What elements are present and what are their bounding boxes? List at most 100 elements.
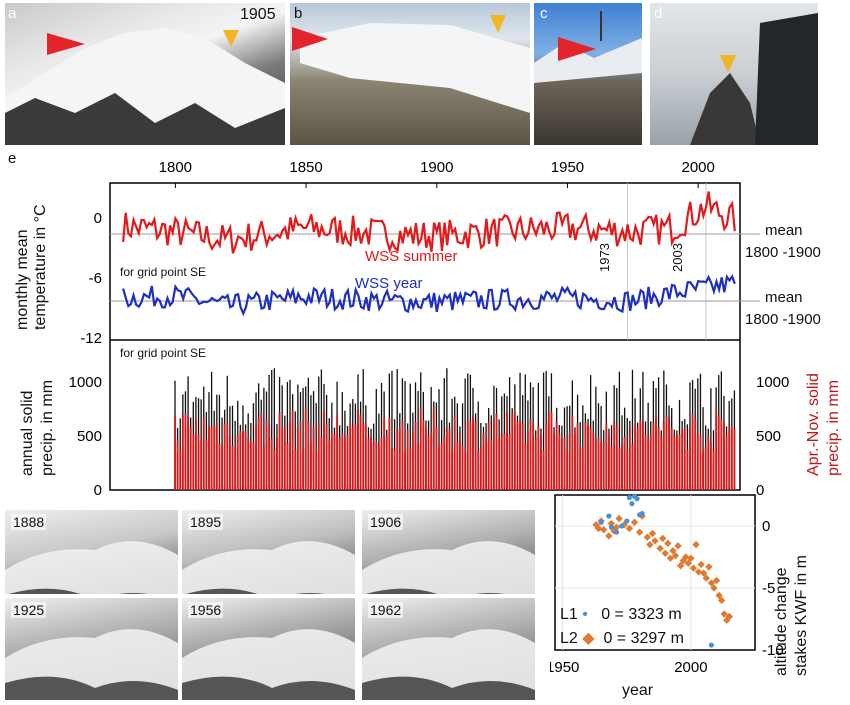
glacier-photo-year: 1895 xyxy=(188,514,224,530)
year-series-label: WSS year xyxy=(355,275,423,292)
bar-aprnov-1961 xyxy=(594,438,597,490)
precip-right-ytick-500: 500 xyxy=(756,428,781,445)
bar-aprnov-1871 xyxy=(359,415,362,490)
bar-aprnov-1963 xyxy=(600,442,603,490)
bar-aprnov-1875 xyxy=(370,435,373,490)
marker-1973-label: 1973 xyxy=(597,243,612,272)
bar-aprnov-2012 xyxy=(728,428,731,490)
glacier-photo-1956: 1956 xyxy=(182,598,355,700)
photo-b xyxy=(290,3,530,145)
bar-aprnov-1837 xyxy=(270,438,273,490)
summer-series-label: WSS summer xyxy=(365,248,458,265)
bar-aprnov-1991 xyxy=(673,436,676,490)
bar-aprnov-1968 xyxy=(613,421,616,490)
bar-aprnov-1956 xyxy=(581,449,584,490)
bar-aprnov-1969 xyxy=(615,426,618,490)
bar-total-1879 xyxy=(380,382,383,490)
bar-aprnov-1994 xyxy=(681,429,684,490)
bar-aprnov-1882 xyxy=(388,417,391,490)
bar-aprnov-1962 xyxy=(597,437,600,490)
bar-aprnov-1802 xyxy=(179,450,182,490)
panel-label-d: d xyxy=(654,5,663,22)
bar-total-1877 xyxy=(375,388,377,490)
bar-aprnov-1985 xyxy=(657,427,660,490)
L2-point-15 xyxy=(646,540,654,549)
mean-label-year: mean 1800 -1900 xyxy=(745,289,821,328)
bar-aprnov-1935 xyxy=(526,432,529,490)
top-axis-tick-2000: 2000 xyxy=(681,159,714,176)
bar-aprnov-1960 xyxy=(592,432,595,490)
L2-point-12 xyxy=(635,528,644,536)
bar-total-1843 xyxy=(286,381,289,490)
bar-aprnov-1981 xyxy=(647,439,650,490)
bar-aprnov-2013 xyxy=(730,425,733,490)
L1-point-0 xyxy=(598,519,604,525)
glacier-photo-1962: 1962 xyxy=(362,598,535,700)
bar-aprnov-2002 xyxy=(702,449,705,490)
bar-aprnov-1983 xyxy=(652,423,655,490)
panel-label-a: a xyxy=(8,5,17,22)
bar-aprnov-1801 xyxy=(176,441,179,490)
bar-aprnov-1895 xyxy=(422,419,425,490)
scatter-legend: L1 • 0 = 3323 m L2 ◆ 0 = 3297 m xyxy=(560,603,684,651)
top-axis-tick-1800: 1800 xyxy=(159,159,192,176)
bar-aprnov-1948 xyxy=(560,438,563,490)
photo-a xyxy=(5,3,285,145)
glacier-photo-year: 1956 xyxy=(188,602,224,618)
bar-aprnov-1825 xyxy=(239,431,242,490)
bar-aprnov-1904 xyxy=(445,427,448,490)
bar-aprnov-1826 xyxy=(242,431,244,490)
bar-aprnov-1925 xyxy=(500,433,503,490)
bar-aprnov-1852 xyxy=(309,441,312,490)
bar-aprnov-1911 xyxy=(464,450,467,490)
bar-aprnov-1995 xyxy=(683,428,686,490)
bar-aprnov-1868 xyxy=(351,427,354,490)
temp-ylabel: monthly mean temperature in °C xyxy=(14,204,49,330)
bar-aprnov-1815 xyxy=(213,425,216,490)
L2-point-45 xyxy=(725,612,734,621)
bar-aprnov-1892 xyxy=(414,421,417,490)
L2-point-42 xyxy=(717,596,726,605)
bar-aprnov-1866 xyxy=(346,435,349,490)
bar-total-1817 xyxy=(218,394,221,490)
bar-aprnov-1864 xyxy=(341,432,344,490)
bar-aprnov-1989 xyxy=(668,417,671,490)
bar-aprnov-1885 xyxy=(396,430,399,490)
scatter-xtick-1950: 1950 xyxy=(550,659,579,676)
precip-right-ytick-1000: 1000 xyxy=(756,374,789,391)
bar-aprnov-1816 xyxy=(215,423,218,490)
bar-aprnov-2014 xyxy=(733,429,736,490)
bar-total-1837 xyxy=(271,370,273,490)
bar-total-1893 xyxy=(417,391,419,490)
bar-aprnov-1870 xyxy=(357,410,359,490)
bar-aprnov-1916 xyxy=(477,451,480,490)
bar-aprnov-1957 xyxy=(584,422,587,490)
bar-aprnov-1937 xyxy=(532,424,535,490)
glacier-photo-1925: 1925 xyxy=(5,598,178,700)
chart-frame xyxy=(109,182,741,491)
bar-aprnov-1861 xyxy=(333,434,336,490)
bar-aprnov-1886 xyxy=(398,428,401,490)
bar-aprnov-1821 xyxy=(228,436,231,490)
bar-aprnov-1809 xyxy=(197,434,200,490)
bar-aprnov-1914 xyxy=(472,414,474,490)
scatter-frame xyxy=(554,494,756,651)
bar-aprnov-1887 xyxy=(401,420,404,490)
bar-aprnov-1860 xyxy=(330,432,333,490)
bar-aprnov-1922 xyxy=(492,418,495,490)
bar-aprnov-1863 xyxy=(338,437,341,490)
bar-aprnov-2009 xyxy=(720,419,723,490)
bar-total-1849 xyxy=(302,387,304,490)
bar-aprnov-1873 xyxy=(364,423,367,490)
bar-aprnov-1900 xyxy=(435,427,438,490)
bar-total-2005 xyxy=(710,388,712,490)
bar-total-2002 xyxy=(702,407,704,490)
bar-aprnov-1829 xyxy=(249,442,252,490)
bar-total-1854 xyxy=(315,403,317,490)
scatter-xlabel: year xyxy=(622,682,654,699)
L1-point-5 xyxy=(624,518,630,524)
panel-label-b: b xyxy=(294,5,303,22)
bar-aprnov-1906 xyxy=(451,450,454,490)
bar-aprnov-1849 xyxy=(302,449,305,490)
bar-aprnov-1970 xyxy=(618,448,621,490)
